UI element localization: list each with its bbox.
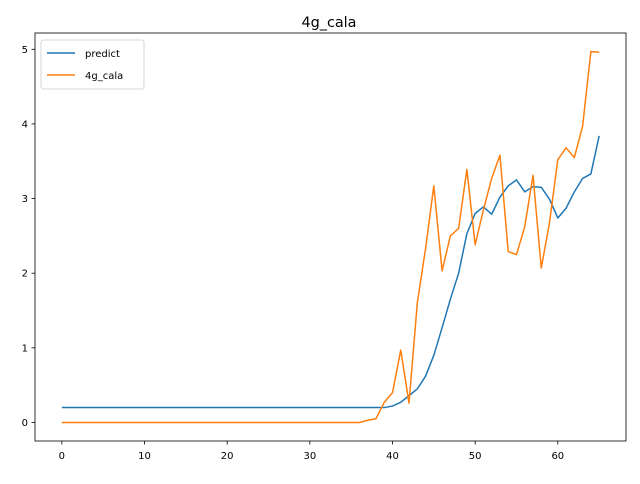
x-tick-label: 60 xyxy=(551,451,564,462)
y-tick-label: 0 xyxy=(22,418,28,429)
chart-title: 4g_cala xyxy=(301,15,356,31)
x-tick-label: 30 xyxy=(303,451,316,462)
legend: predict 4g_cala xyxy=(40,39,145,90)
y-tick-label: 2 xyxy=(22,269,28,280)
y-tick-label: 4 xyxy=(22,119,28,130)
x-tick-label: 20 xyxy=(221,451,234,462)
y-tick-label: 1 xyxy=(22,343,28,354)
x-tick-label: 50 xyxy=(469,451,482,462)
series-line-predict xyxy=(61,135,600,409)
plot-area: 0 10 20 30 40 50 60 0 1 2 3 4 5 xyxy=(22,45,600,462)
legend-label: 4g_cala xyxy=(85,71,123,82)
legend-label: predict xyxy=(85,49,120,60)
series-line-actual xyxy=(61,50,600,424)
y-tick-label: 3 xyxy=(22,194,28,205)
axes-frame xyxy=(34,32,627,442)
x-tick-label: 0 xyxy=(59,451,65,462)
x-tick-label: 10 xyxy=(138,451,151,462)
y-tick-label: 5 xyxy=(22,45,28,56)
x-tick-label: 40 xyxy=(386,451,399,462)
